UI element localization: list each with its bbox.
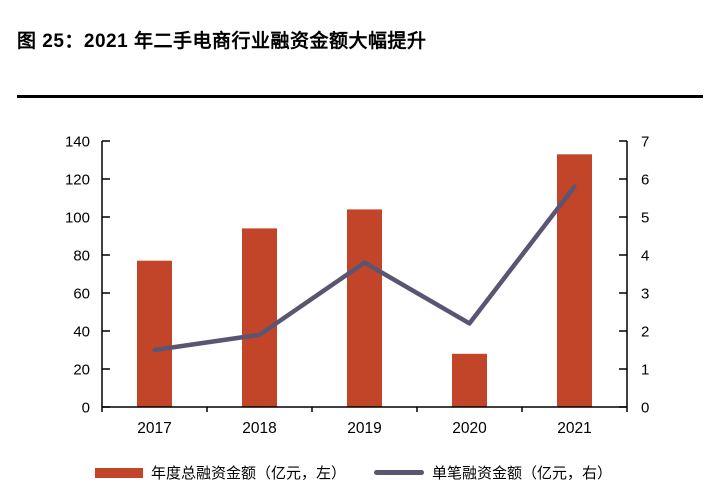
title-divider-rule (17, 95, 703, 98)
combo-chart: 0 20 40 60 80 100 120 140 0 1 2 3 4 5 6 7 2017 2018 2019 20… (65, 134, 649, 438)
chart-legend: 年度总融资金额（亿元，左） 单笔融资金额（亿元，右） (0, 462, 707, 483)
line-series-swatch (374, 470, 424, 475)
left-axis-tick-label: 100 (65, 210, 90, 227)
right-axis-tick-label: 5 (641, 210, 649, 227)
line-series-label: 单笔融资金额（亿元，右） (432, 465, 613, 482)
bar-series-swatch (94, 467, 143, 478)
right-axis-tick-label: 3 (641, 286, 649, 303)
x-axis-category-label: 2020 (452, 420, 487, 437)
x-axis-category-label: 2019 (347, 420, 381, 437)
bar-2018 (242, 228, 277, 407)
x-axis-category-label: 2017 (137, 420, 171, 437)
x-axis-category-label: 2018 (242, 420, 276, 437)
bar-series-label: 年度总融资金额（亿元，左） (150, 465, 346, 482)
left-axis-tick-label: 20 (73, 362, 90, 379)
x-axis-category-label: 2021 (557, 420, 591, 437)
right-axis-tick-label: 0 (641, 400, 649, 417)
left-axis-tick-label: 60 (73, 286, 90, 303)
left-axis-tick-label: 40 (73, 324, 90, 341)
legend-item-line-series: 单笔融资金额（亿元，右） (374, 462, 612, 483)
right-axis-tick-label: 4 (641, 248, 649, 265)
bar-2021 (557, 154, 592, 407)
right-axis-tick-label: 1 (641, 362, 649, 379)
bar-2019 (347, 209, 382, 407)
left-axis-tick-label: 120 (65, 172, 90, 189)
left-axis-tick-label: 140 (65, 134, 90, 151)
right-axis-tick-label: 7 (641, 134, 649, 151)
right-axis-tick-label: 2 (641, 324, 649, 341)
line-series (152, 184, 577, 353)
bar-2017 (137, 260, 172, 407)
chart-area: 0 20 40 60 80 100 120 140 0 1 2 3 4 5 6 7 2017 2018 2019 20… (0, 110, 707, 450)
right-axis-tick-label: 6 (641, 172, 649, 189)
left-axis-tick-label: 80 (73, 248, 90, 265)
figure-title: 图 25：2021 年二手电商行业融资金额大幅提升 (17, 31, 427, 52)
legend-item-bar-series: 年度总融资金额（亿元，左） (94, 462, 346, 483)
bar-2020 (452, 353, 487, 407)
left-axis-tick-label: 0 (82, 400, 90, 417)
